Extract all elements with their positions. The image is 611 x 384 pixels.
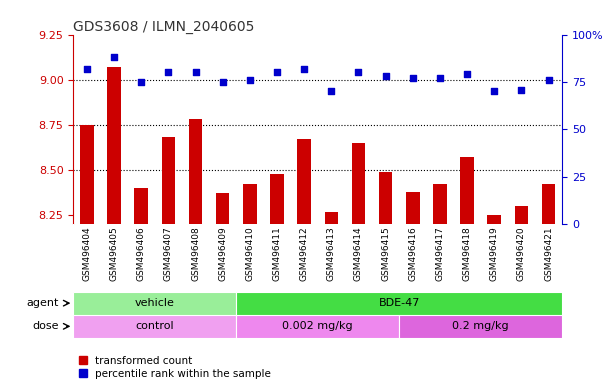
- Text: GSM496420: GSM496420: [517, 226, 526, 281]
- Text: GSM496417: GSM496417: [436, 226, 444, 281]
- Bar: [108, 67, 121, 224]
- Bar: [324, 212, 338, 224]
- Text: GSM496411: GSM496411: [273, 226, 282, 281]
- Bar: [514, 206, 528, 224]
- Text: dose: dose: [32, 321, 59, 331]
- Text: GDS3608 / ILMN_2040605: GDS3608 / ILMN_2040605: [73, 20, 255, 33]
- Text: GSM496412: GSM496412: [299, 226, 309, 281]
- Text: GSM496408: GSM496408: [191, 226, 200, 281]
- Bar: [488, 215, 501, 224]
- Text: control: control: [136, 321, 174, 331]
- Bar: [460, 157, 474, 224]
- Text: GSM496406: GSM496406: [137, 226, 145, 281]
- Point: [191, 70, 200, 76]
- Point: [136, 79, 146, 85]
- Point: [82, 66, 92, 72]
- Text: GSM496414: GSM496414: [354, 226, 363, 281]
- Point: [299, 66, 309, 72]
- Bar: [236, 315, 399, 338]
- Text: GSM496416: GSM496416: [408, 226, 417, 281]
- Bar: [406, 192, 420, 224]
- Point: [354, 70, 364, 76]
- Bar: [243, 184, 257, 224]
- Text: GSM496407: GSM496407: [164, 226, 173, 281]
- Legend: transformed count, percentile rank within the sample: transformed count, percentile rank withi…: [79, 356, 271, 379]
- Point: [218, 79, 227, 85]
- Point: [408, 75, 418, 81]
- Text: vehicle: vehicle: [135, 298, 175, 308]
- Text: GSM496419: GSM496419: [490, 226, 499, 281]
- Text: GSM496418: GSM496418: [463, 226, 472, 281]
- Bar: [433, 184, 447, 224]
- Text: GSM496405: GSM496405: [109, 226, 119, 281]
- Point: [109, 54, 119, 60]
- Bar: [379, 172, 392, 224]
- Point: [489, 88, 499, 94]
- Text: GSM496410: GSM496410: [246, 226, 254, 281]
- Bar: [80, 125, 93, 224]
- Bar: [542, 184, 555, 224]
- Point: [272, 70, 282, 76]
- Text: GSM496404: GSM496404: [82, 226, 92, 281]
- Point: [326, 88, 336, 94]
- Text: agent: agent: [26, 298, 59, 308]
- Bar: [216, 194, 230, 224]
- Point: [462, 71, 472, 78]
- Text: GSM496421: GSM496421: [544, 226, 553, 281]
- Point: [544, 77, 554, 83]
- Point: [381, 73, 390, 79]
- Text: 0.002 mg/kg: 0.002 mg/kg: [282, 321, 353, 331]
- Bar: [161, 137, 175, 224]
- Bar: [134, 188, 148, 224]
- Text: 0.2 mg/kg: 0.2 mg/kg: [452, 321, 509, 331]
- Point: [245, 77, 255, 83]
- Bar: [73, 315, 236, 338]
- Bar: [270, 174, 284, 224]
- Bar: [189, 119, 202, 224]
- Bar: [298, 139, 311, 224]
- Bar: [399, 315, 562, 338]
- Point: [435, 75, 445, 81]
- Text: GSM496415: GSM496415: [381, 226, 390, 281]
- Bar: [352, 143, 365, 224]
- Text: GSM496413: GSM496413: [327, 226, 336, 281]
- Bar: [236, 291, 562, 315]
- Bar: [73, 291, 236, 315]
- Point: [164, 70, 174, 76]
- Text: GSM496409: GSM496409: [218, 226, 227, 281]
- Text: BDE-47: BDE-47: [378, 298, 420, 308]
- Point: [516, 86, 526, 93]
